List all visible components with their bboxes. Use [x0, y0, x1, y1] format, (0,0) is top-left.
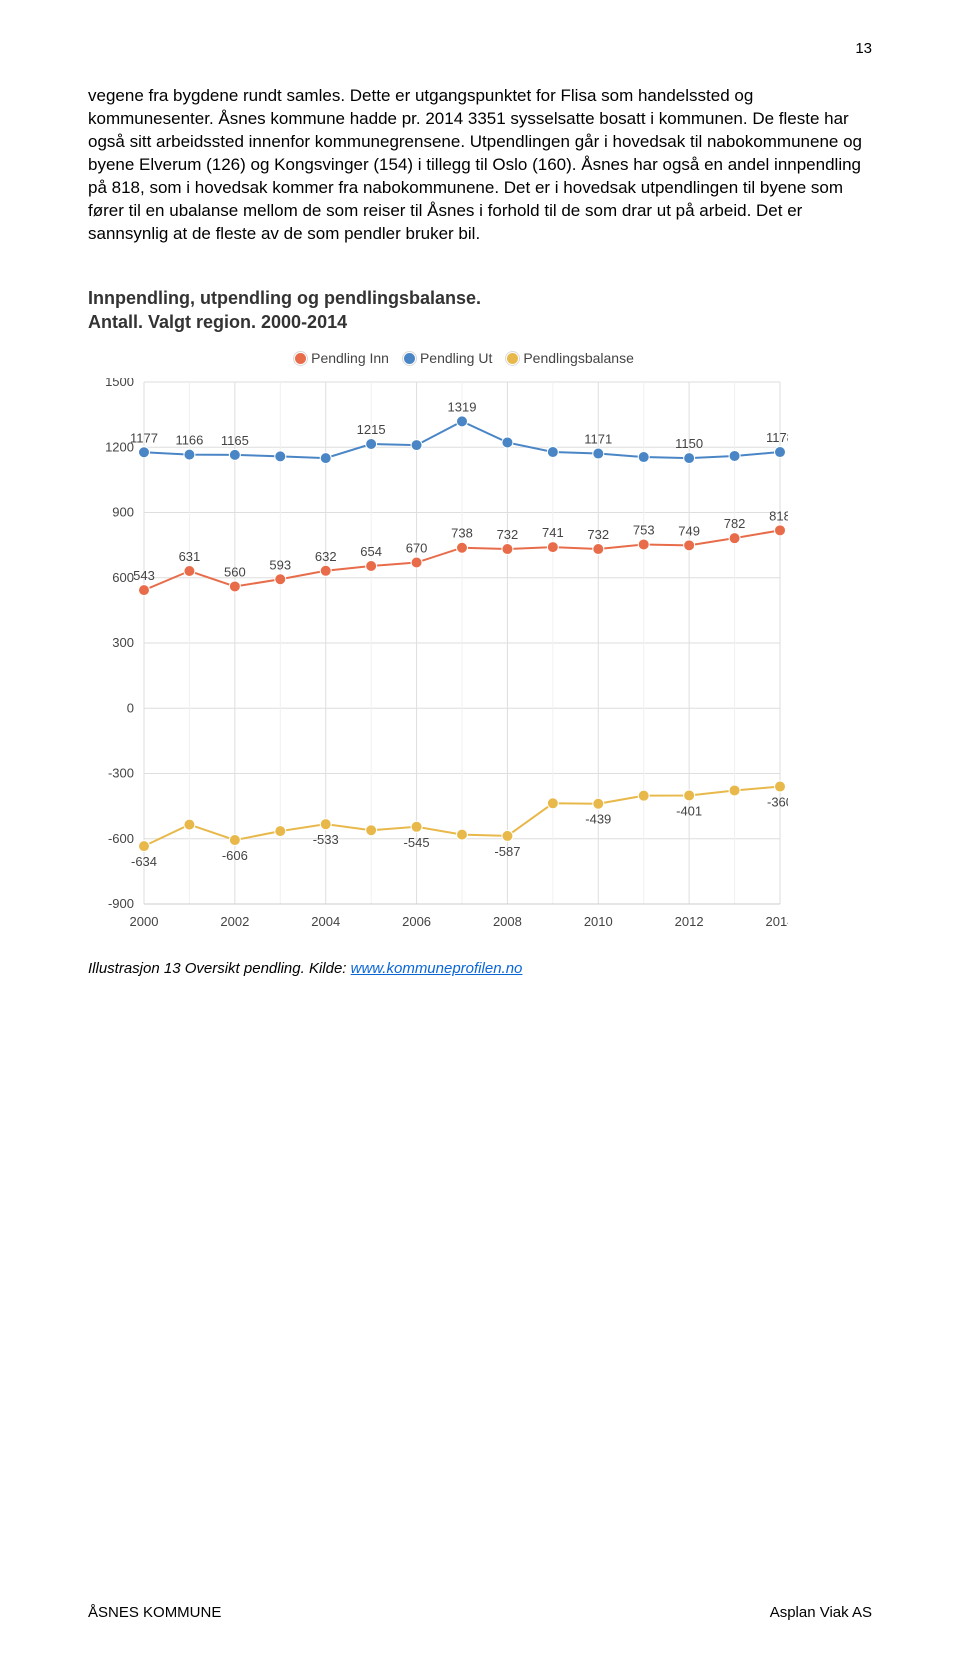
- legend-item: Pendlingsbalanse: [506, 350, 634, 366]
- legend-swatch: [294, 352, 307, 365]
- svg-text:900: 900: [112, 505, 134, 520]
- svg-text:-533: -533: [313, 832, 339, 847]
- svg-text:0: 0: [127, 700, 134, 715]
- legend-item: Pendling Ut: [403, 350, 492, 366]
- svg-text:631: 631: [179, 549, 201, 564]
- svg-text:-900: -900: [108, 896, 134, 911]
- commuting-chart: Innpendling, utpendling og pendlingsbala…: [88, 286, 872, 978]
- svg-text:300: 300: [112, 635, 134, 650]
- svg-text:-606: -606: [222, 848, 248, 863]
- svg-text:632: 632: [315, 549, 337, 564]
- svg-text:738: 738: [451, 526, 473, 541]
- svg-text:2002: 2002: [220, 914, 249, 929]
- svg-text:-300: -300: [108, 766, 134, 781]
- svg-text:1215: 1215: [357, 422, 386, 437]
- footer-right: Asplan Viak AS: [770, 1604, 872, 1621]
- svg-text:732: 732: [587, 527, 609, 542]
- chart-title-line-1: Innpendling, utpendling og pendlingsbala…: [88, 288, 481, 308]
- legend-label: Pendlingsbalanse: [523, 350, 634, 366]
- svg-text:2010: 2010: [584, 914, 613, 929]
- legend-label: Pendling Inn: [311, 350, 389, 366]
- svg-text:818: 818: [769, 508, 788, 523]
- svg-text:-401: -401: [676, 804, 702, 819]
- legend-swatch: [403, 352, 416, 365]
- svg-text:753: 753: [633, 523, 655, 538]
- svg-text:1171: 1171: [584, 432, 612, 447]
- svg-text:543: 543: [133, 568, 155, 583]
- page-number: 13: [88, 40, 872, 57]
- svg-text:741: 741: [542, 525, 564, 540]
- chart-title-line-2: Antall. Valgt region. 2000-2014: [88, 312, 347, 332]
- chart-caption: Illustrasjon 13 Oversikt pendling. Kilde…: [88, 960, 872, 977]
- svg-text:-634: -634: [131, 854, 157, 869]
- chart-source-link[interactable]: www.kommuneprofilen.no: [351, 960, 523, 977]
- svg-text:600: 600: [112, 570, 134, 585]
- footer-left: ÅSNES KOMMUNE: [88, 1604, 221, 1621]
- legend-label: Pendling Ut: [420, 350, 492, 366]
- svg-text:-360: -360: [767, 795, 788, 810]
- svg-text:1178: 1178: [766, 430, 788, 445]
- svg-text:560: 560: [224, 565, 246, 580]
- svg-text:670: 670: [406, 541, 428, 556]
- body-paragraph: vegene fra bygdene rundt samles. Dette e…: [88, 85, 872, 246]
- svg-text:2006: 2006: [402, 914, 431, 929]
- svg-text:782: 782: [724, 516, 746, 531]
- svg-text:654: 654: [360, 544, 382, 559]
- chart-caption-prefix: Illustrasjon 13 Oversikt pendling. Kilde…: [88, 960, 351, 977]
- svg-text:1319: 1319: [448, 400, 477, 415]
- svg-text:749: 749: [678, 523, 700, 538]
- chart-legend: Pendling Inn Pendling Ut Pendlingsbalanse: [140, 350, 788, 366]
- svg-text:1500: 1500: [105, 378, 134, 389]
- svg-text:1177: 1177: [130, 430, 158, 445]
- chart-title: Innpendling, utpendling og pendlingsbala…: [88, 286, 872, 335]
- svg-text:1150: 1150: [675, 436, 703, 451]
- svg-text:-545: -545: [404, 835, 430, 850]
- svg-text:593: 593: [269, 557, 291, 572]
- svg-text:2004: 2004: [311, 914, 340, 929]
- legend-item: Pendling Inn: [294, 350, 389, 366]
- svg-text:-587: -587: [494, 844, 520, 859]
- svg-text:2012: 2012: [675, 914, 704, 929]
- svg-text:2000: 2000: [130, 914, 159, 929]
- svg-text:2008: 2008: [493, 914, 522, 929]
- chart-plot-area: -900-600-3000300600900120015002000200220…: [88, 378, 788, 938]
- svg-text:-439: -439: [585, 812, 611, 827]
- legend-swatch: [506, 352, 519, 365]
- svg-text:1166: 1166: [175, 433, 203, 448]
- svg-text:1165: 1165: [221, 433, 249, 448]
- svg-text:732: 732: [497, 527, 519, 542]
- svg-text:-600: -600: [108, 831, 134, 846]
- svg-text:2014: 2014: [766, 914, 788, 929]
